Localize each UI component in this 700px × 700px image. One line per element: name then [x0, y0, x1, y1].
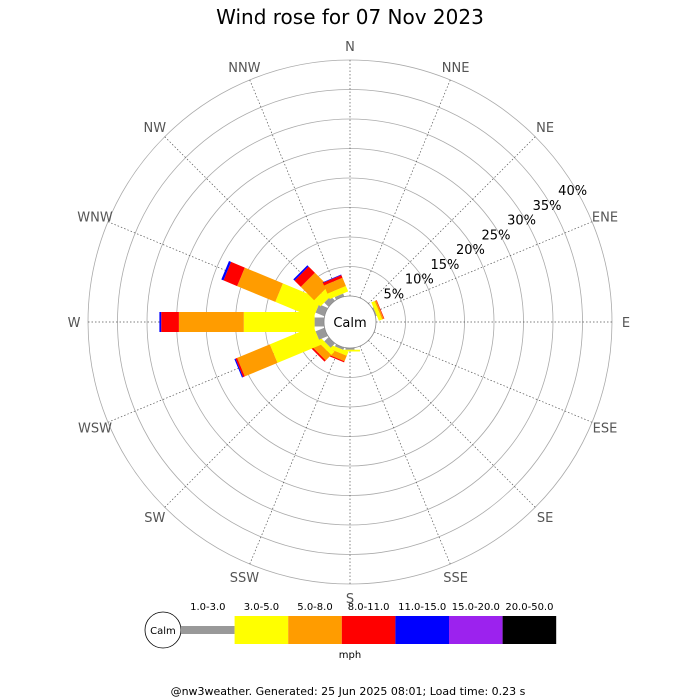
bar-w-3: [161, 312, 179, 332]
bar-wsw-0: [315, 327, 328, 340]
legend-label-6: 20.0-50.0: [505, 602, 553, 613]
bar-wnw-4: [221, 261, 232, 281]
calm-circle: [323, 295, 377, 349]
calm-center: Calm: [323, 295, 377, 349]
radial-tick-label-30: 30%: [507, 214, 536, 229]
spoke-nne: [359, 79, 451, 299]
bar-w-1: [243, 312, 315, 332]
bar-sw-0: [324, 337, 335, 348]
bar-ene-1: [371, 301, 383, 321]
spoke-ne: [368, 136, 536, 304]
spoke-se: [368, 340, 536, 508]
legend-swatch-3: [341, 616, 396, 644]
bar-nnw-2: [324, 277, 346, 294]
legend-swatch-2: [288, 616, 342, 644]
direction-label-sw: SW: [144, 511, 165, 526]
spoke-sse: [359, 345, 451, 565]
spoke-ene: [373, 221, 593, 313]
bar-wsw-2: [237, 344, 278, 377]
bar-wsw-3: [235, 357, 245, 378]
radial-tick-label-40: 40%: [558, 184, 587, 199]
direction-label-wnw: WNW: [77, 210, 113, 225]
bar-s-0: [345, 348, 355, 350]
legend-swatch-5: [449, 616, 503, 644]
direction-label-wsw: WSW: [78, 422, 112, 437]
legend-swatch-1: [234, 616, 289, 644]
bar-ene-0: [372, 307, 377, 317]
bar-nw-4: [293, 265, 309, 281]
legend-swatch-0: [181, 626, 235, 634]
bar-nw-2: [300, 272, 329, 301]
polar-grid: N NNE NE ENE E ESE SE SSE S SSW SW WSW W WNW NW NNW 5%10…: [68, 40, 631, 607]
bar-nnw-0: [334, 293, 345, 300]
legend-label-5: 15.0-20.0: [452, 602, 500, 613]
bar-w-2: [178, 312, 244, 332]
speed-legend: Calm 1.0-3.0 3.0-5.0 5.0-8.0 8.0-11.0 11.0-15…: [144, 602, 557, 661]
bar-w-4: [159, 312, 162, 332]
footer-text: @nw3weather. Generated: 25 Jun 2025 08:0…: [171, 685, 526, 698]
radial-tick-label-20: 20%: [456, 243, 485, 258]
legend-label-2: 5.0-8.0: [297, 602, 332, 613]
bar-sw-3: [310, 346, 326, 362]
direction-label-sse: SSE: [443, 571, 468, 586]
spoke-sw: [164, 340, 332, 508]
bar-ene-2: [374, 300, 384, 320]
bar-ssw-0: [335, 344, 345, 350]
legend-unit: mph: [339, 650, 361, 661]
bar-ene-3: [376, 300, 385, 319]
spoke-ssw: [249, 345, 341, 565]
legend-calm-label: Calm: [150, 626, 176, 637]
direction-label-nne: NNE: [442, 61, 470, 76]
bar-nnw-1: [327, 286, 349, 300]
radial-tick-label-25: 25%: [482, 228, 511, 243]
legend-swatch-6: [502, 616, 557, 644]
direction-label-se: SE: [537, 511, 553, 526]
legend-label-3: 8.0-11.0: [348, 602, 390, 613]
legend-label-4: 11.0-15.0: [398, 602, 446, 613]
bar-w-0: [314, 317, 324, 327]
bar-ssw-1: [328, 344, 349, 356]
bar-wnw-2: [237, 267, 283, 302]
bar-nnw-3: [322, 275, 343, 286]
bar-wnw-3: [223, 261, 245, 287]
bar-wsw-1: [269, 326, 322, 363]
direction-label-w: W: [68, 316, 81, 331]
radial-tick-label-5: 5%: [383, 287, 404, 302]
calm-label: Calm: [333, 316, 366, 331]
bar-sw-1: [317, 337, 335, 355]
spoke-ese: [373, 331, 593, 423]
bar-nw-0: [324, 296, 335, 307]
bar-nw-3: [294, 266, 315, 287]
direction-label-ene: ENE: [592, 210, 618, 225]
radial-tick-label-15: 15%: [430, 258, 459, 273]
radial-tick-label-10: 10%: [405, 273, 434, 288]
radial-tick-label-35: 35%: [533, 199, 562, 214]
legend-label-1: 3.0-5.0: [244, 602, 279, 613]
direction-label-ssw: SSW: [230, 571, 260, 586]
direction-label-n: N: [345, 40, 355, 55]
bar-nnw-4: [322, 274, 342, 283]
spoke-nnw: [249, 79, 341, 299]
wind-bars: [159, 261, 385, 378]
bar-wnw-0: [315, 304, 328, 317]
direction-label-nnw: NNW: [228, 61, 260, 76]
direction-label-e: E: [622, 316, 630, 331]
direction-label-ese: ESE: [593, 422, 618, 437]
grid-circle-30: [146, 118, 554, 526]
direction-label-nw: NW: [144, 121, 167, 136]
direction-label-ne: NE: [536, 121, 554, 136]
legend-swatch-4: [395, 616, 449, 644]
chart-title: Wind rose for 07 Nov 2023: [216, 5, 484, 29]
bar-wnw-1: [275, 283, 322, 318]
legend-label-0: 1.0-3.0: [190, 602, 225, 613]
bar-wsw-4: [234, 358, 244, 378]
direction-label-s: S: [346, 592, 354, 607]
